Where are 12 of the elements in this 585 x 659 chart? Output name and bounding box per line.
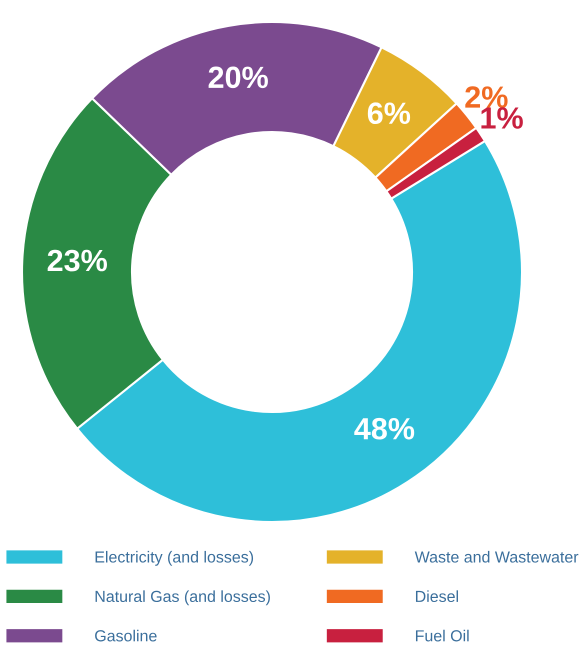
data-label: 2% bbox=[465, 86, 508, 108]
legend-label: Diesel bbox=[416, 590, 458, 602]
data-label: 48% bbox=[354, 418, 414, 440]
data-label: 6% bbox=[368, 102, 410, 124]
legend-label: Waste and Wastewater bbox=[414, 550, 578, 563]
data-label: 1% bbox=[481, 107, 523, 129]
data-label: 20% bbox=[208, 66, 268, 88]
legend-label: Gasoline bbox=[95, 630, 157, 642]
data-label: 23% bbox=[48, 250, 107, 272]
legend-label: Electricity (and losses) bbox=[96, 550, 254, 566]
legend-label: Natural Gas (and losses) bbox=[96, 590, 270, 606]
legend-label: Fuel Oil bbox=[416, 630, 469, 642]
